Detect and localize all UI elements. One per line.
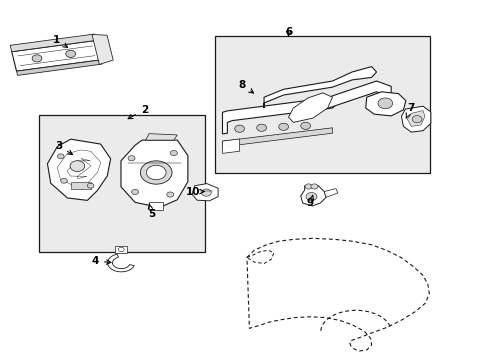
Polygon shape: [145, 134, 177, 140]
Circle shape: [170, 150, 177, 156]
Polygon shape: [17, 60, 102, 76]
Circle shape: [166, 192, 173, 197]
Polygon shape: [12, 40, 101, 71]
Circle shape: [377, 98, 392, 109]
Circle shape: [310, 184, 317, 189]
Text: 3: 3: [55, 141, 72, 154]
Circle shape: [61, 178, 67, 183]
Circle shape: [66, 50, 76, 58]
Polygon shape: [115, 246, 127, 253]
Polygon shape: [264, 67, 376, 108]
Polygon shape: [288, 93, 332, 122]
Polygon shape: [317, 81, 390, 112]
Text: 7: 7: [405, 103, 414, 118]
Text: 5: 5: [148, 204, 155, 219]
Polygon shape: [300, 186, 325, 206]
Circle shape: [32, 55, 42, 62]
Text: 4: 4: [91, 256, 111, 266]
Bar: [39, 115, 205, 252]
Polygon shape: [222, 139, 239, 153]
Circle shape: [118, 247, 124, 252]
Text: 8: 8: [238, 80, 253, 93]
Text: 9: 9: [306, 195, 313, 208]
Polygon shape: [149, 202, 163, 210]
Bar: [71, 182, 90, 189]
Circle shape: [131, 189, 138, 194]
Bar: [215, 36, 429, 173]
Polygon shape: [222, 95, 339, 134]
Circle shape: [57, 154, 64, 159]
Circle shape: [70, 161, 84, 171]
Polygon shape: [324, 189, 337, 197]
Circle shape: [300, 122, 310, 130]
Text: 1: 1: [53, 35, 67, 48]
Polygon shape: [192, 184, 218, 201]
Circle shape: [234, 125, 244, 132]
Polygon shape: [222, 128, 332, 147]
Circle shape: [411, 116, 421, 123]
Circle shape: [305, 193, 316, 201]
Circle shape: [305, 184, 311, 189]
Circle shape: [201, 189, 211, 196]
Polygon shape: [401, 106, 430, 132]
Circle shape: [256, 124, 266, 131]
Text: 6: 6: [285, 27, 291, 37]
Text: 2: 2: [128, 105, 147, 119]
Circle shape: [278, 123, 288, 130]
Polygon shape: [10, 34, 96, 52]
Text: 10: 10: [185, 186, 204, 197]
Circle shape: [146, 165, 166, 180]
Polygon shape: [92, 34, 113, 64]
Circle shape: [87, 183, 94, 188]
Polygon shape: [407, 111, 424, 126]
Polygon shape: [365, 92, 405, 116]
Circle shape: [128, 156, 135, 161]
Polygon shape: [107, 254, 134, 272]
Circle shape: [140, 161, 172, 184]
Polygon shape: [121, 140, 187, 207]
Polygon shape: [47, 139, 110, 201]
